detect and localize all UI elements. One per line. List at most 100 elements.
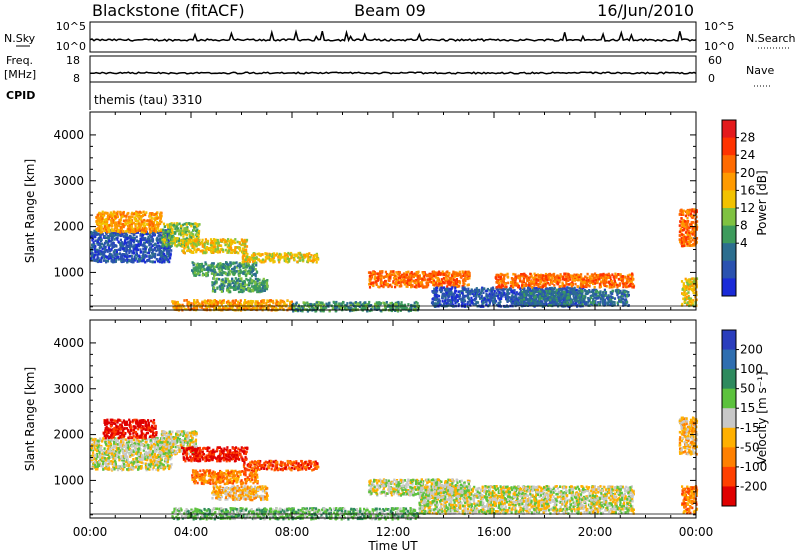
- power-echo-cell: [290, 255, 293, 258]
- power-echo-cell: [454, 289, 457, 292]
- power-echo-cell: [295, 308, 298, 311]
- power-echo-cell: [294, 254, 297, 258]
- power-echo-cell: [193, 269, 196, 273]
- power-echo-cell: [163, 247, 166, 250]
- power-echo-cell: [368, 280, 371, 283]
- power-echo-cell: [222, 280, 225, 284]
- power-echo-cell: [127, 245, 130, 249]
- power-echo-cell: [213, 274, 216, 278]
- power-echo-cell: [284, 254, 287, 257]
- power-echo-cell: [139, 227, 142, 230]
- power-echo-cell: [120, 227, 123, 230]
- power-echo-cell: [143, 226, 147, 230]
- power-echo-cell: [180, 224, 183, 228]
- power-echo-cell: [249, 277, 252, 280]
- power-echo-cell: [373, 277, 376, 281]
- power-echo-cell: [438, 270, 441, 274]
- power-echo-cell: [121, 225, 124, 229]
- power-echo-cell: [240, 303, 243, 307]
- power-echo-cell: [410, 306, 413, 310]
- power-echo-cell: [135, 257, 138, 260]
- power-echo-cell: [126, 254, 129, 257]
- power-echo-cell: [159, 257, 162, 261]
- nsearch-tick-bottom: 10^0: [704, 40, 734, 53]
- power-echo-cell: [103, 242, 107, 245]
- power-echo-cell: [425, 274, 429, 278]
- power-echo-cell: [98, 260, 101, 263]
- power-echo-cell: [178, 232, 181, 235]
- power-echo-cell: [156, 253, 159, 257]
- power-echo-cell: [263, 282, 266, 286]
- power-echo-cell: [471, 292, 474, 296]
- power-echo-cell: [263, 299, 266, 302]
- power-echo-cell: [444, 276, 447, 279]
- power-echo-cell: [186, 239, 189, 242]
- power-echo-cell: [181, 232, 184, 235]
- power-echo-cell: [273, 305, 276, 309]
- power-echo-cell: [379, 274, 382, 277]
- power-echo-cell: [123, 249, 126, 252]
- power-echo-cell: [328, 309, 331, 312]
- power-echo-cell: [148, 220, 152, 223]
- power-echo-cell: [151, 232, 154, 236]
- power-echo-cell: [236, 280, 239, 283]
- power-echo-cell: [125, 250, 128, 253]
- power-echo-cell: [322, 309, 325, 313]
- power-echo-cell: [209, 303, 212, 307]
- power-echo-cell: [110, 219, 113, 222]
- power-echo-cell: [364, 307, 367, 310]
- power-echo-cell: [256, 285, 259, 289]
- power-echo-cell: [241, 282, 245, 285]
- power-echo-cell: [227, 251, 230, 254]
- power-echo-cell: [463, 295, 466, 299]
- power-echo-cell: [334, 309, 338, 312]
- power-echo-cell: [126, 260, 129, 264]
- power-echo-cell: [233, 261, 237, 265]
- power-echo-cell: [90, 235, 93, 239]
- power-echo-cell: [125, 257, 129, 260]
- power-echo-cell: [117, 248, 120, 251]
- power-echo-cell: [139, 248, 142, 251]
- power-echo-cell: [368, 274, 371, 278]
- power-echo-cell: [367, 271, 371, 274]
- power-echo-cell: [444, 296, 447, 300]
- power-echo-cell: [128, 243, 131, 247]
- power-echo-cell: [217, 262, 220, 266]
- power-echo-cell: [427, 278, 430, 281]
- power-echo-cell: [407, 309, 410, 313]
- power-echo-cell: [382, 276, 386, 279]
- power-echo-cell: [269, 253, 273, 256]
- power-echo-cell: [194, 274, 197, 277]
- power-echo-cell: [193, 222, 196, 226]
- power-echo-cell: [205, 240, 208, 244]
- power-echo-cell: [246, 259, 249, 263]
- power-echo-cell: [170, 222, 173, 225]
- power-echo-cell: [408, 272, 411, 276]
- power-echo-cell: [112, 229, 116, 233]
- power-echo-cell: [167, 243, 170, 246]
- power-echo-cell: [140, 222, 143, 225]
- power-echo-cell: [164, 229, 167, 232]
- power-echo-cell: [206, 242, 209, 245]
- power-echo-cell: [243, 304, 246, 307]
- power-echo-cell: [91, 252, 94, 255]
- power-echo-cell: [169, 254, 172, 257]
- power-echo-cell: [194, 243, 197, 246]
- power-echo-cell: [395, 275, 398, 278]
- power-echo-cell: [156, 259, 160, 263]
- power-echo-cell: [560, 288, 564, 291]
- power-echo-cell: [132, 240, 136, 244]
- power-echo-cell: [418, 275, 421, 278]
- power-echo-cell: [142, 244, 145, 248]
- power-echo-cell: [104, 239, 108, 243]
- power-echo-cell: [152, 213, 155, 216]
- power-echo-cell: [256, 277, 259, 281]
- power-echo-cell: [146, 251, 149, 255]
- power-echo-cell: [361, 303, 364, 307]
- power-echo-cell: [121, 241, 124, 245]
- power-echo-cell: [107, 234, 110, 238]
- power-echo-cell: [410, 285, 413, 289]
- power-echo-cell: [150, 252, 154, 255]
- nave-label: Nave: [746, 64, 774, 77]
- power-echo-cell: [334, 305, 337, 309]
